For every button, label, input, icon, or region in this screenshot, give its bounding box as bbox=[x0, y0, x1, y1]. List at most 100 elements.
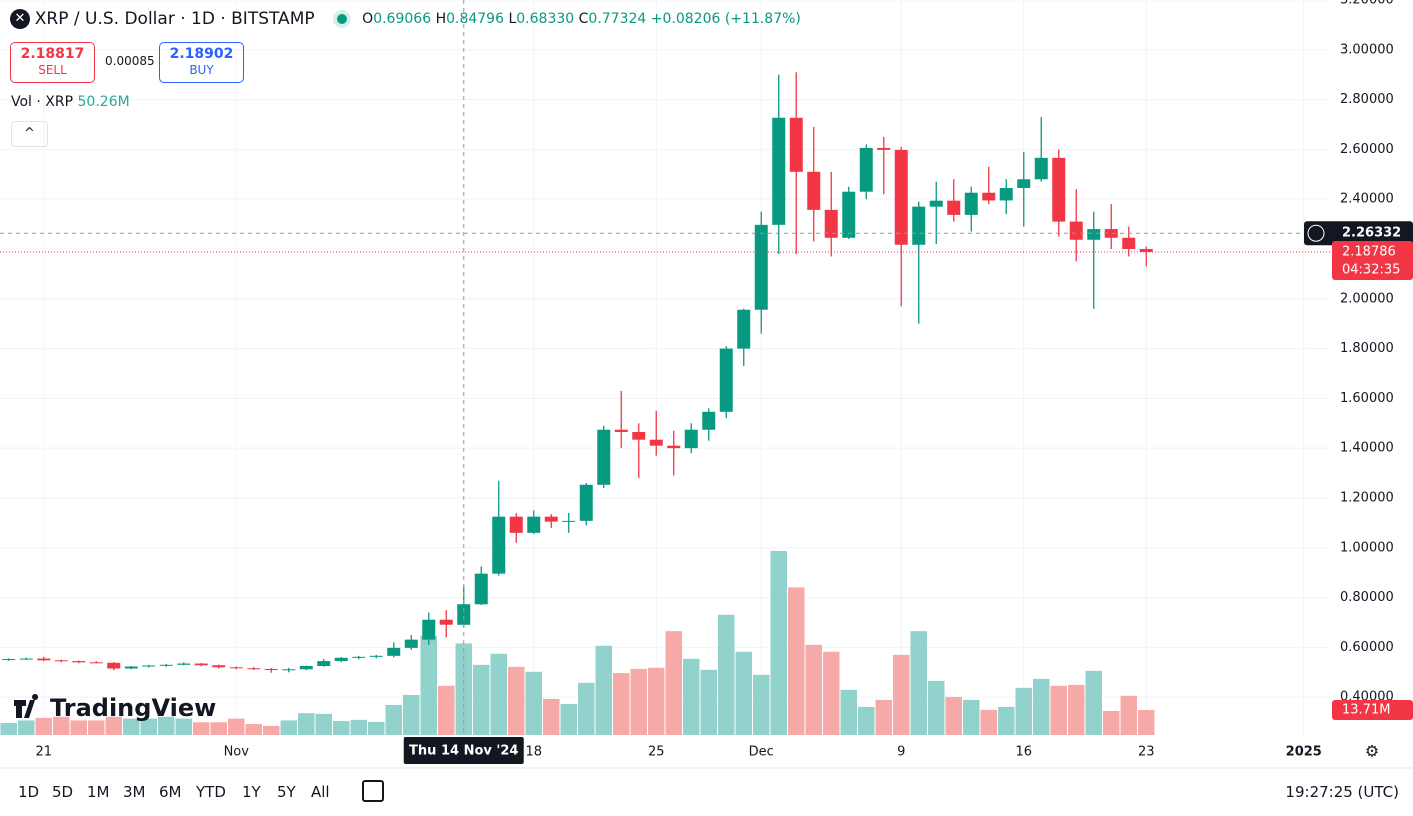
range-button[interactable]: 6M bbox=[159, 783, 182, 801]
volume-bar bbox=[245, 724, 262, 735]
vol-row: Vol · XRP 50.26M bbox=[11, 94, 130, 110]
candle-body bbox=[1087, 229, 1101, 240]
candle-body bbox=[159, 664, 173, 666]
volume-bar bbox=[280, 720, 297, 735]
range-button[interactable]: All bbox=[311, 783, 330, 801]
volume-bar bbox=[123, 718, 140, 735]
volume-bar bbox=[333, 720, 350, 735]
candle-body bbox=[229, 667, 243, 669]
y-tick-label: 2.80000 bbox=[1340, 92, 1394, 107]
candle-body bbox=[2, 659, 16, 661]
ohlc: O0.69066 H0.84796 L0.68330 C0.77324 +0.0… bbox=[362, 11, 801, 27]
candle-body bbox=[737, 309, 751, 349]
collapse-button[interactable]: ^ bbox=[11, 121, 48, 147]
y-tick-label: 2.00000 bbox=[1340, 291, 1394, 306]
c-key: C bbox=[578, 11, 589, 27]
candle-body bbox=[632, 431, 646, 440]
vol-value: 50.26M bbox=[77, 94, 130, 110]
buy-button[interactable]: 2.18902 BUY bbox=[159, 42, 244, 83]
brand: TradingView bbox=[50, 694, 216, 722]
y-tick-label: 0.60000 bbox=[1340, 640, 1394, 655]
candle-body bbox=[334, 657, 348, 662]
candle-body bbox=[579, 484, 593, 521]
x-tick-label: 25 bbox=[648, 745, 665, 760]
range-button[interactable]: 1D bbox=[18, 783, 40, 801]
volume-bar bbox=[0, 722, 17, 735]
candle-body bbox=[842, 191, 856, 238]
volume-bar bbox=[1138, 710, 1155, 735]
candle-body bbox=[1139, 248, 1153, 253]
range-button[interactable]: YTD bbox=[196, 783, 226, 801]
status-dot bbox=[337, 14, 348, 24]
y-tick-label: 3.00000 bbox=[1340, 42, 1394, 57]
x-tick-label: 2025 bbox=[1286, 745, 1322, 760]
volume-bar bbox=[53, 716, 70, 735]
candle-body bbox=[369, 655, 383, 657]
volume-bar bbox=[735, 651, 752, 735]
range-button[interactable]: 1M bbox=[87, 783, 110, 801]
candle-body bbox=[37, 658, 51, 661]
candle-body bbox=[457, 604, 471, 625]
volume-bar bbox=[315, 713, 332, 735]
volume-bar bbox=[88, 720, 105, 735]
volume-bar bbox=[1033, 678, 1050, 735]
candle-body bbox=[527, 516, 541, 533]
candle-body bbox=[1052, 157, 1066, 222]
volume-bar bbox=[630, 668, 647, 735]
candle-body bbox=[299, 666, 313, 670]
candle-body bbox=[929, 200, 943, 207]
symbol-row: ✕ XRP / U.S. Dollar · 1D · BITSTAMP O0.6… bbox=[10, 9, 801, 29]
symbol: XRP / U.S. Dollar · 1D · BITSTAMP bbox=[34, 9, 315, 29]
symbol-icon: ✕ bbox=[10, 9, 30, 29]
range-button[interactable]: 5Y bbox=[277, 783, 296, 801]
range-button[interactable]: 1Y bbox=[242, 783, 261, 801]
volume-bar bbox=[595, 645, 612, 735]
volume-bar bbox=[665, 631, 682, 735]
volume-bar bbox=[963, 699, 980, 735]
volume-bar bbox=[508, 666, 525, 735]
change: +0.08206 (+11.87%) bbox=[650, 11, 801, 27]
settings-icon[interactable]: ⚙ bbox=[1365, 742, 1379, 761]
sell-button[interactable]: 2.18817 SELL bbox=[10, 42, 95, 83]
volume-bar bbox=[700, 669, 717, 735]
candle-body bbox=[807, 171, 821, 210]
volume-label-box bbox=[1332, 700, 1413, 721]
candle-body bbox=[474, 573, 488, 605]
volume-bar bbox=[403, 694, 420, 735]
buy-label: BUY bbox=[189, 63, 214, 77]
o-val: 0.69066 bbox=[373, 11, 432, 27]
x-tick-label: 18 bbox=[525, 745, 542, 760]
candle-body bbox=[404, 639, 418, 648]
x-tick-label: 23 bbox=[1138, 745, 1155, 760]
y-tick-label: 1.60000 bbox=[1340, 391, 1394, 406]
volume-bar bbox=[1015, 687, 1032, 735]
volume-bar bbox=[438, 685, 455, 735]
y-tick-label: 2.60000 bbox=[1340, 142, 1394, 157]
y-tick-label: 1.40000 bbox=[1340, 441, 1394, 456]
volume-bar bbox=[298, 713, 315, 735]
volume-bar bbox=[420, 635, 437, 735]
calendar-button[interactable] bbox=[362, 780, 384, 802]
volume-bar bbox=[175, 718, 192, 735]
y-tick-label: 0.80000 bbox=[1340, 590, 1394, 605]
volume-bar bbox=[70, 720, 87, 735]
x-tick-label: 21 bbox=[35, 745, 52, 760]
add-icon[interactable] bbox=[1307, 224, 1325, 242]
range-button[interactable]: 3M bbox=[123, 783, 146, 801]
volume-bar bbox=[525, 671, 542, 735]
range-button[interactable]: 5D bbox=[52, 783, 74, 801]
candle-body bbox=[439, 619, 453, 625]
crosshair-price-box bbox=[1304, 221, 1413, 246]
candle-body bbox=[194, 663, 208, 666]
candle-body bbox=[247, 668, 261, 670]
volume-bar bbox=[560, 704, 577, 735]
candle-body bbox=[212, 665, 226, 668]
candle-body bbox=[964, 192, 978, 215]
volume-bar bbox=[350, 719, 367, 735]
h-key: H bbox=[435, 11, 447, 27]
candles bbox=[2, 72, 1153, 673]
vol-title: Vol · XRP bbox=[11, 94, 74, 110]
volume-bar bbox=[140, 718, 157, 735]
candle-body bbox=[492, 516, 506, 574]
